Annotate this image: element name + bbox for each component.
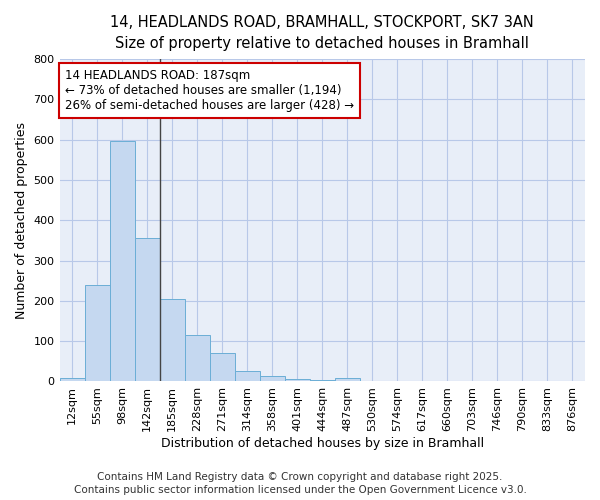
Bar <box>110 140 134 382</box>
Bar <box>310 380 335 382</box>
Bar <box>160 299 185 382</box>
Bar <box>134 238 160 382</box>
Y-axis label: Number of detached properties: Number of detached properties <box>15 122 28 319</box>
X-axis label: Distribution of detached houses by size in Bramhall: Distribution of detached houses by size … <box>161 437 484 450</box>
Bar <box>209 354 235 382</box>
Bar <box>335 378 360 382</box>
Bar <box>260 376 285 382</box>
Title: 14, HEADLANDS ROAD, BRAMHALL, STOCKPORT, SK7 3AN
Size of property relative to de: 14, HEADLANDS ROAD, BRAMHALL, STOCKPORT,… <box>110 15 534 51</box>
Text: Contains HM Land Registry data © Crown copyright and database right 2025.
Contai: Contains HM Land Registry data © Crown c… <box>74 472 526 495</box>
Bar <box>235 370 260 382</box>
Text: 14 HEADLANDS ROAD: 187sqm
← 73% of detached houses are smaller (1,194)
26% of se: 14 HEADLANDS ROAD: 187sqm ← 73% of detac… <box>65 69 354 112</box>
Bar <box>185 335 209 382</box>
Bar <box>285 379 310 382</box>
Bar <box>85 285 110 382</box>
Bar <box>59 378 85 382</box>
